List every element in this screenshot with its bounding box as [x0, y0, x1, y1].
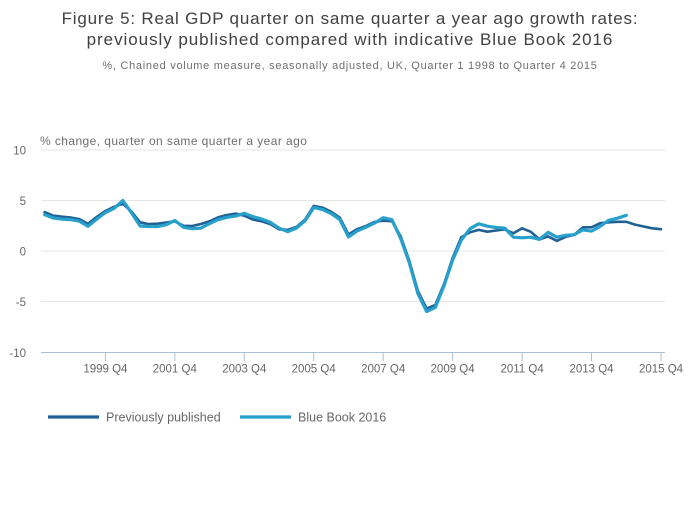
svg-text:% change, quarter on same quar: % change, quarter on same quarter a year… — [40, 134, 307, 148]
svg-text:2003 Q4: 2003 Q4 — [222, 364, 267, 376]
svg-text:2009 Q4: 2009 Q4 — [431, 364, 476, 376]
svg-text:%, Chained volume measure, sea: %, Chained volume measure, seasonally ad… — [102, 60, 597, 72]
svg-text:previously published compared: previously published compared with indic… — [87, 30, 614, 49]
svg-text:2007 Q4: 2007 Q4 — [361, 364, 406, 376]
svg-text:Previously published: Previously published — [106, 411, 221, 425]
svg-text:10: 10 — [13, 146, 26, 158]
svg-text:1999 Q4: 1999 Q4 — [83, 364, 128, 376]
svg-text:Figure 5: Real GDP quarter on: Figure 5: Real GDP quarter on same quart… — [62, 9, 639, 28]
svg-text:2005 Q4: 2005 Q4 — [292, 364, 337, 376]
svg-text:2013 Q4: 2013 Q4 — [569, 364, 614, 376]
svg-text:0: 0 — [20, 247, 26, 259]
svg-text:2011 Q4: 2011 Q4 — [500, 364, 544, 376]
svg-text:Blue Book 2016: Blue Book 2016 — [298, 411, 386, 425]
svg-text:5: 5 — [20, 196, 26, 208]
svg-text:-10: -10 — [9, 348, 26, 360]
svg-text:2001 Q4: 2001 Q4 — [153, 364, 198, 376]
svg-text:-5: -5 — [16, 297, 26, 309]
svg-text:2015 Q4: 2015 Q4 — [639, 364, 684, 376]
